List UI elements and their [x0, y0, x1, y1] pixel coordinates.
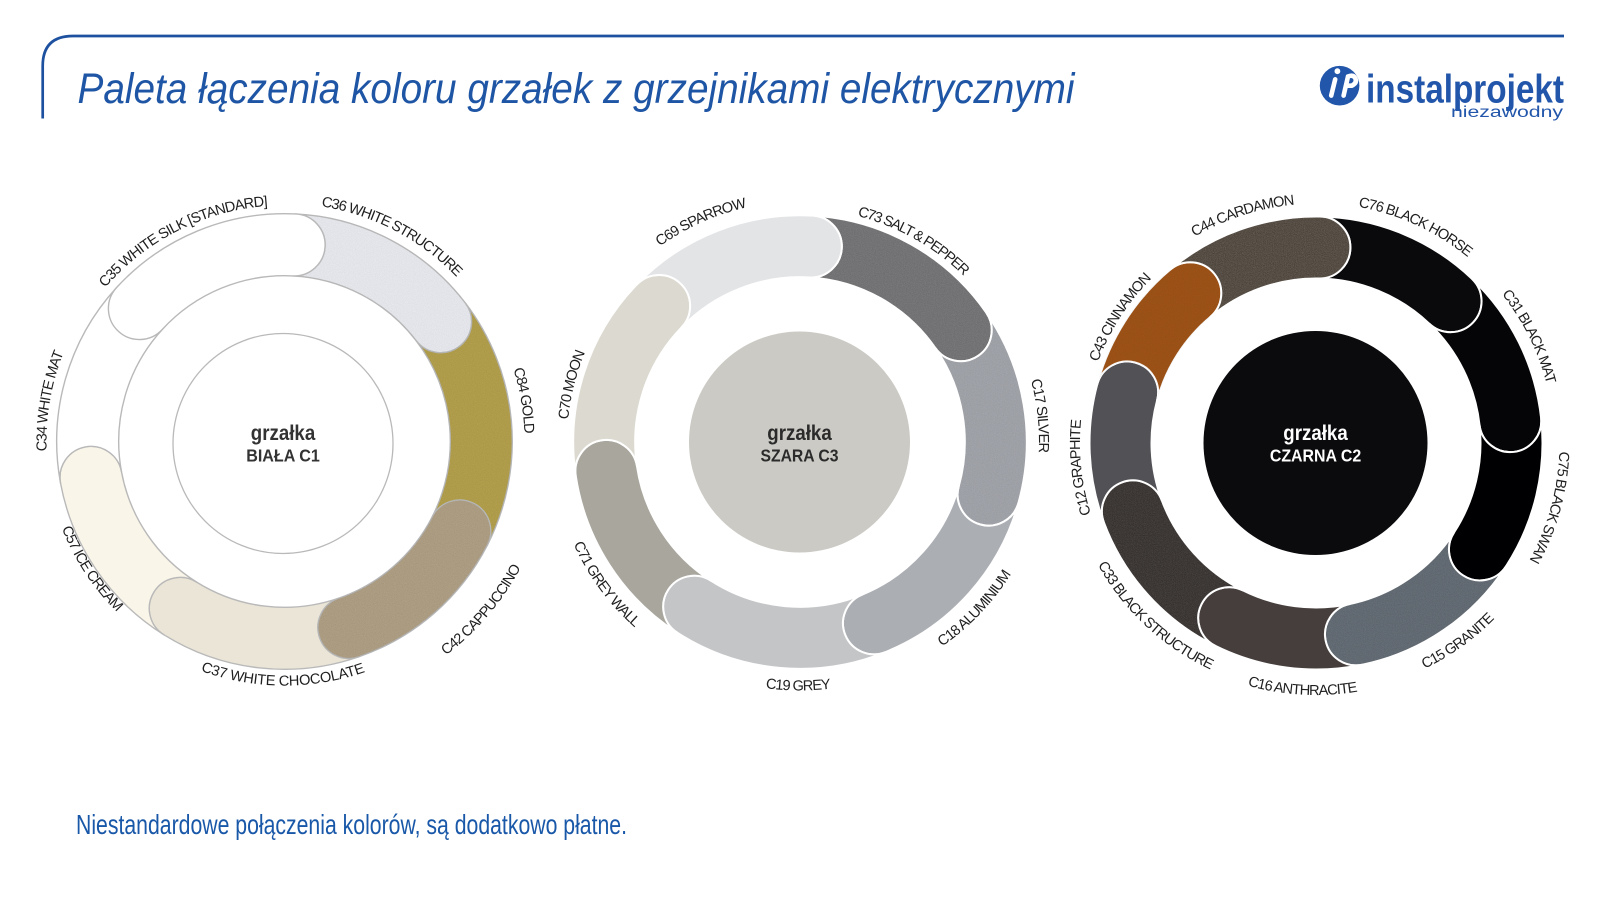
- svg-text:grzałka: grzałka: [1283, 422, 1348, 445]
- svg-text:grzałka: grzałka: [251, 422, 316, 445]
- svg-text:BIAŁA C1: BIAŁA C1: [246, 446, 320, 466]
- svg-text:grzałka: grzałka: [767, 422, 832, 445]
- svg-text:CZARNA C2: CZARNA C2: [1270, 446, 1361, 466]
- svg-text:instalprojekt: instalprojekt: [1366, 68, 1564, 112]
- svg-text:niezawodny: niezawodny: [1451, 104, 1563, 121]
- svg-text:C19 GREY: C19 GREY: [765, 676, 832, 694]
- svg-text:SZARA C3: SZARA C3: [760, 446, 838, 466]
- svg-text:Niestandardowe połączenia kolo: Niestandardowe połączenia kolorów, są do…: [76, 809, 627, 840]
- svg-text:Paleta łączenia koloru grzałek: Paleta łączenia koloru grzałek z grzejni…: [78, 65, 1076, 113]
